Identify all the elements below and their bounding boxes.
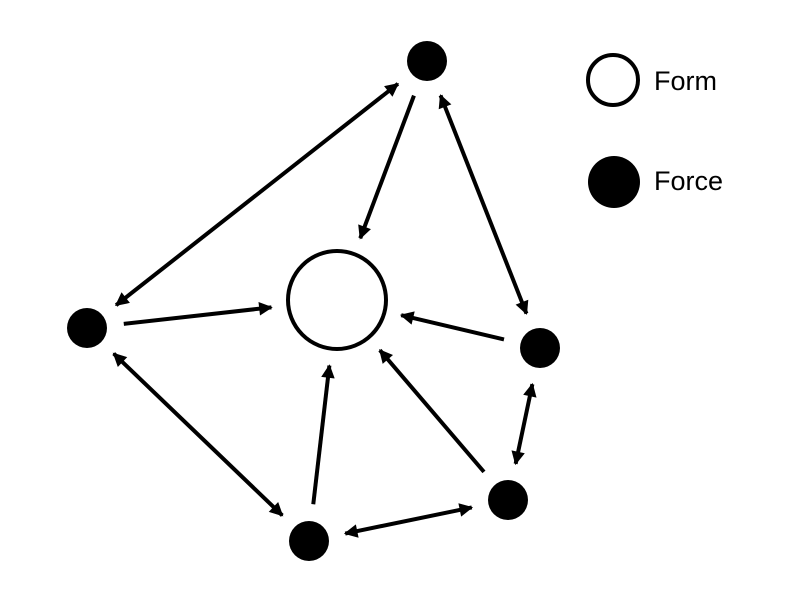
legend-item-force: Force xyxy=(588,156,723,208)
arrow-force-top-to-form-center xyxy=(358,94,416,240)
arrow-force-bottom-right-to-force-right xyxy=(511,382,537,466)
arrow-force-left-to-force-bottom xyxy=(112,352,284,517)
edges-layer xyxy=(112,82,537,538)
force-node-top xyxy=(407,41,447,81)
legend-form-label: Form xyxy=(654,66,717,96)
force-node-right xyxy=(520,328,560,368)
arrow-force-right-to-form-center xyxy=(399,311,505,342)
arrow-force-bottom-to-form-center xyxy=(311,364,335,505)
force-node-left xyxy=(67,308,107,348)
arrow-force-left-to-form-center xyxy=(123,301,273,326)
legend-force-symbol xyxy=(588,156,640,208)
arrow-force-bottom-right-to-form-center xyxy=(378,348,486,474)
legend-force-label: Force xyxy=(654,166,723,196)
legend-form-symbol xyxy=(586,53,640,107)
force-node-bottom-right xyxy=(488,480,528,520)
arrow-force-top-to-force-left xyxy=(114,82,400,307)
legend: Form Force xyxy=(586,53,723,208)
form-node xyxy=(286,249,388,351)
arrow-force-top-to-force-right xyxy=(438,94,529,315)
force-node-bottom xyxy=(289,521,329,561)
arrow-force-bottom-to-force-bottom-right xyxy=(343,503,474,538)
legend-item-form: Form xyxy=(586,53,717,107)
